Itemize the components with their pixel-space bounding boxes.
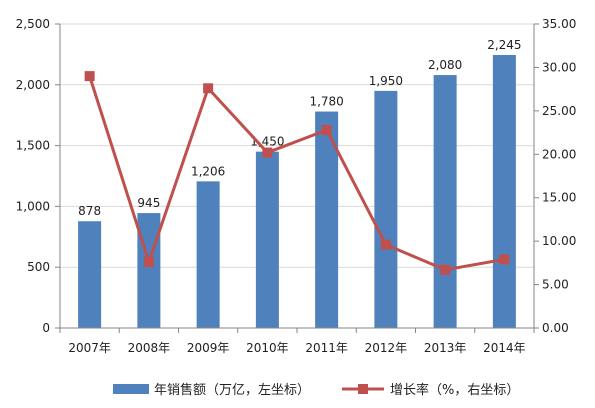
legend-bar-swatch <box>113 384 149 394</box>
bar-value-label: 2,245 <box>487 38 521 52</box>
legend-bar-label: 年销售额（万亿，左坐标） <box>154 382 310 398</box>
x-tick-label: 2011年 <box>305 341 348 355</box>
growth-rate-marker <box>380 239 391 250</box>
left-tick-label: 0 <box>42 321 50 335</box>
right-tick-label: 30.00 <box>542 60 576 74</box>
bar <box>196 181 220 328</box>
growth-rate-marker <box>440 264 451 275</box>
growth-rate-marker <box>321 124 332 135</box>
bar <box>137 213 161 328</box>
right-tick-label: 35.00 <box>542 17 576 31</box>
right-tick-label: 15.00 <box>542 191 576 205</box>
bar <box>492 55 516 329</box>
bar <box>315 111 339 328</box>
bar-value-label: 1,950 <box>369 74 403 88</box>
bar <box>433 75 457 329</box>
bar <box>374 90 398 328</box>
right-tick-label: 10.00 <box>542 234 576 248</box>
right-tick-label: 5.00 <box>542 278 569 292</box>
left-tick-label: 500 <box>27 260 50 274</box>
bar-value-label: 1,206 <box>191 164 225 178</box>
growth-rate-marker <box>499 254 510 265</box>
x-tick-label: 2014年 <box>483 341 526 355</box>
right-tick-label: 25.00 <box>542 104 576 118</box>
bar-value-label: 2,080 <box>428 58 462 72</box>
growth-rate-marker <box>84 71 95 82</box>
left-tick-label: 2,500 <box>16 17 50 31</box>
x-tick-label: 2013年 <box>424 341 467 355</box>
bar-value-label: 878 <box>78 204 101 218</box>
growth-rate-marker <box>143 256 154 267</box>
left-tick-label: 1,000 <box>16 199 50 213</box>
bar <box>255 151 279 328</box>
x-tick-label: 2012年 <box>365 341 408 355</box>
right-tick-label: 0.00 <box>542 321 569 335</box>
growth-rate-marker <box>262 147 273 158</box>
x-tick-label: 2007年 <box>68 341 111 355</box>
bar <box>78 221 102 328</box>
growth-rate-line <box>88 75 505 272</box>
bar-value-label: 1,780 <box>309 95 343 109</box>
growth-rate-marker <box>203 83 214 94</box>
left-tick-label: 1,500 <box>16 139 50 153</box>
left-tick-label: 2,000 <box>16 78 50 92</box>
right-tick-label: 20.00 <box>542 147 576 161</box>
bar-value-label: 945 <box>137 196 160 210</box>
legend-line-marker <box>358 384 368 394</box>
x-tick-label: 2009年 <box>187 341 230 355</box>
x-tick-label: 2010年 <box>246 341 289 355</box>
x-tick-label: 2008年 <box>128 341 171 355</box>
legend-line-label: 增长率（%，右坐标） <box>390 382 519 398</box>
